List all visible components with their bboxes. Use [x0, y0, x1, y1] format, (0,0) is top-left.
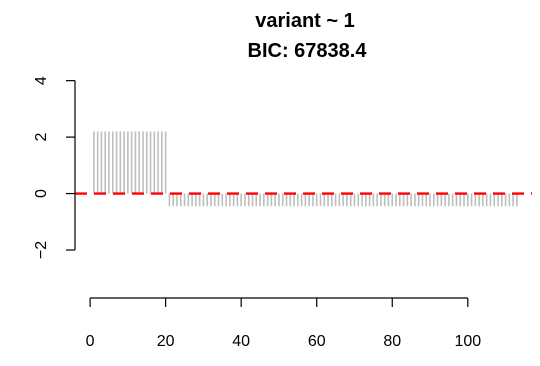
- chart-subtitle: BIC: 67838.4: [248, 40, 368, 62]
- x-tick-label: 40: [232, 333, 250, 350]
- y-tick-label: 2: [33, 133, 50, 142]
- y-axis: −2 0 2 4: [33, 76, 76, 259]
- chart-title: variant ~ 1: [255, 10, 355, 32]
- bars-group: [93, 131, 518, 207]
- x-tick-label: 80: [383, 333, 401, 350]
- x-tick-label: 60: [308, 333, 326, 350]
- y-tick-label: 4: [33, 76, 50, 85]
- x-tick-label: 100: [454, 333, 481, 350]
- x-tick-label: 20: [157, 333, 175, 350]
- y-tick-label: 0: [33, 189, 50, 198]
- x-tick-label: 0: [86, 333, 95, 350]
- y-tick-label: −2: [33, 241, 50, 259]
- x-axis: 0 20 40 60 80 100: [86, 297, 481, 350]
